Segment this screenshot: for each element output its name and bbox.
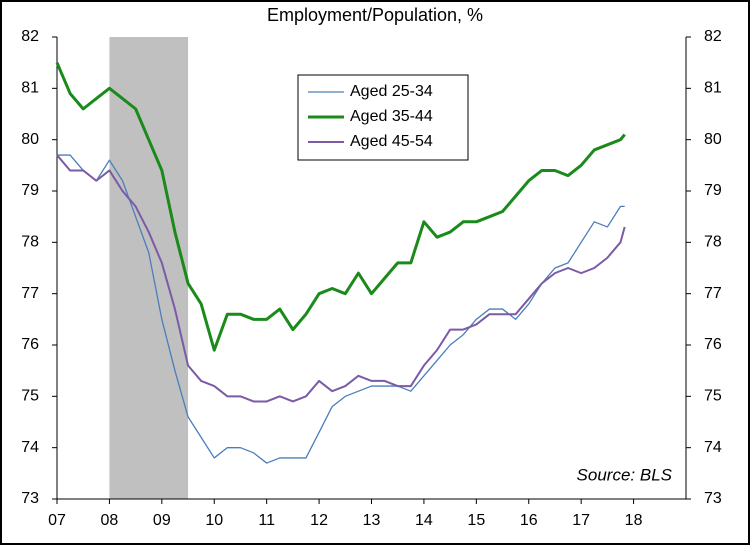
x-tick-label: 15 bbox=[467, 512, 485, 529]
legend-label: Aged 45-54 bbox=[350, 133, 433, 150]
y2-tick-label: 75 bbox=[704, 388, 722, 405]
series-line bbox=[56, 154, 626, 403]
x-tick-label: 09 bbox=[153, 512, 171, 529]
chart-title: Employment/Population, % bbox=[267, 5, 483, 25]
shaded-region bbox=[109, 37, 189, 499]
y2-tick-label: 82 bbox=[704, 28, 722, 45]
y2-tick-label: 77 bbox=[704, 285, 722, 302]
series-line bbox=[55, 62, 626, 352]
x-tick-label: 16 bbox=[520, 512, 538, 529]
y-tick-label: 81 bbox=[21, 80, 39, 97]
y-tick-label: 79 bbox=[21, 182, 39, 199]
series-line bbox=[57, 154, 625, 464]
y2-tick-label: 74 bbox=[704, 439, 722, 456]
y-tick-label: 74 bbox=[21, 439, 39, 456]
y2-tick-label: 80 bbox=[704, 131, 722, 148]
legend-label: Aged 35-44 bbox=[350, 108, 433, 125]
y-tick-label: 77 bbox=[21, 285, 39, 302]
legend: Aged 25-34 Aged 35-44 Aged 45-54 bbox=[297, 74, 469, 161]
x-tick-label: 12 bbox=[310, 512, 328, 529]
y2-tick-label: 73 bbox=[704, 490, 722, 507]
y2-tick-label: 79 bbox=[704, 182, 722, 199]
x-tick-label: 07 bbox=[48, 512, 66, 529]
x-tick-label: 13 bbox=[363, 512, 381, 529]
y-tick-label: 73 bbox=[21, 490, 39, 507]
y-tick-label: 75 bbox=[21, 388, 39, 405]
y2-tick-label: 78 bbox=[704, 234, 722, 251]
y2-tick-label: 81 bbox=[704, 80, 722, 97]
x-tick-label: 14 bbox=[415, 512, 433, 529]
x-tick-label: 11 bbox=[258, 512, 275, 529]
legend-label: Aged 25-34 bbox=[350, 83, 433, 100]
source-note: Source: BLS bbox=[577, 465, 673, 484]
y2-tick-label: 76 bbox=[704, 336, 722, 353]
y-tick-label: 76 bbox=[21, 336, 39, 353]
x-tick-label: 18 bbox=[625, 512, 643, 529]
x-tick-label: 10 bbox=[205, 512, 223, 529]
x-tick-label: 17 bbox=[572, 512, 590, 529]
y-tick-label: 82 bbox=[21, 28, 39, 45]
x-tick-label: 08 bbox=[101, 512, 119, 529]
y-tick-label: 80 bbox=[21, 131, 39, 148]
y-tick-label: 78 bbox=[21, 234, 39, 251]
